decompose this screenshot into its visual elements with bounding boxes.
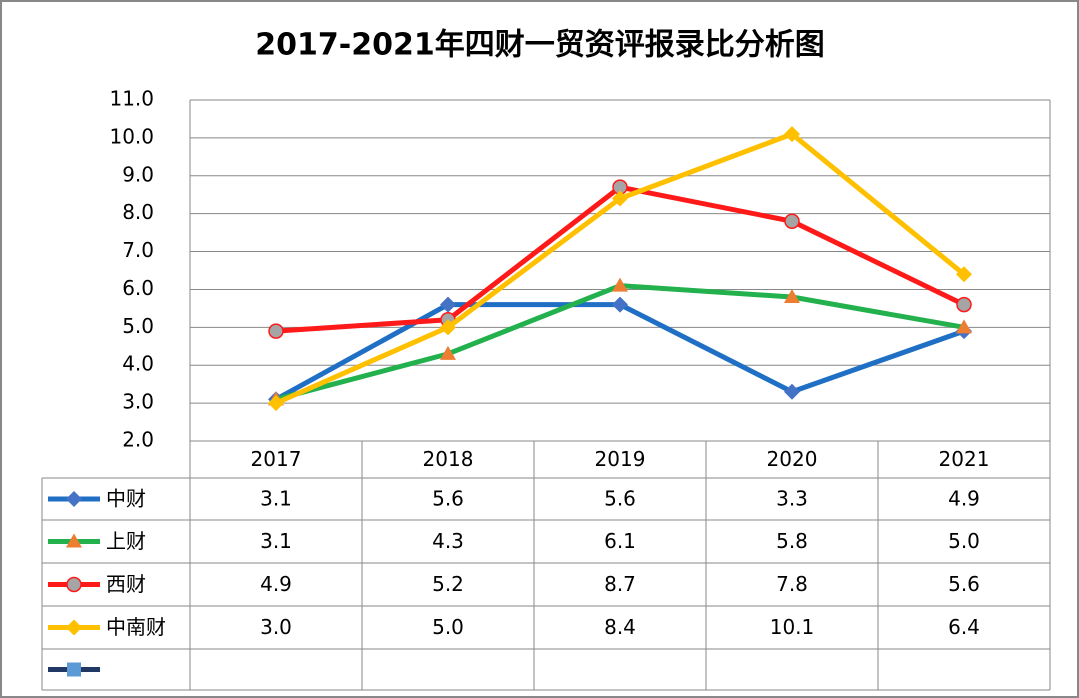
y-tick-label: 9.0 — [122, 162, 154, 186]
legend-label: 中财 — [106, 487, 146, 511]
table-value: 10.1 — [770, 615, 815, 639]
y-tick-label: 7.0 — [122, 238, 154, 262]
marker — [956, 266, 972, 283]
marker — [612, 296, 628, 313]
y-tick-label: 5.0 — [122, 314, 154, 338]
marker — [784, 289, 800, 304]
legend-marker — [66, 491, 82, 507]
marker — [440, 319, 456, 336]
marker — [956, 319, 972, 334]
y-tick-label: 6.0 — [122, 276, 154, 300]
table-value: 3.0 — [260, 615, 292, 639]
marker — [612, 277, 628, 292]
table-value: 8.4 — [604, 615, 636, 639]
table-value: 5.0 — [432, 615, 464, 639]
table-value: 3.1 — [260, 487, 292, 511]
table-value: 3.1 — [260, 529, 292, 553]
table-value: 4.9 — [260, 572, 292, 596]
x-tick-label: 2018 — [423, 447, 474, 471]
table-value: 5.8 — [776, 529, 808, 553]
table-value: 5.6 — [948, 572, 980, 596]
legend-marker — [67, 662, 81, 677]
marker — [268, 395, 284, 412]
x-tick-label: 2017 — [251, 447, 302, 471]
y-tick-label: 4.0 — [122, 352, 154, 376]
y-tick-label: 11.0 — [109, 87, 154, 111]
table-value: 3.3 — [776, 487, 808, 511]
marker — [268, 323, 284, 339]
y-tick-label: 3.0 — [122, 390, 154, 414]
legend-marker — [66, 619, 82, 636]
marker — [440, 296, 456, 313]
table-value: 6.4 — [948, 615, 980, 639]
table-value: 8.7 — [604, 572, 636, 596]
marker — [440, 345, 456, 360]
legend-marker — [66, 533, 82, 548]
y-tick-label: 2.0 — [122, 428, 154, 452]
legend-label: 上财 — [106, 529, 146, 553]
table-value: 5.2 — [432, 572, 464, 596]
x-tick-label: 2019 — [595, 447, 646, 471]
marker — [956, 296, 972, 313]
x-tick-label: 2020 — [767, 447, 818, 471]
legend-marker — [66, 576, 82, 593]
table-value: 7.8 — [776, 572, 808, 596]
table-value: 5.6 — [432, 487, 464, 511]
marker — [784, 383, 800, 400]
table-value: 5.6 — [604, 487, 636, 511]
marker — [784, 213, 800, 229]
chart-title: 2017-2021年四财一贸资评报录比分析图 — [255, 28, 824, 63]
marker — [784, 126, 800, 143]
table-value: 4.3 — [432, 529, 464, 553]
table-value: 4.9 — [948, 487, 980, 511]
x-tick-label: 2021 — [939, 447, 990, 471]
table-value: 6.1 — [604, 529, 636, 553]
marker — [612, 190, 628, 207]
y-tick-label: 8.0 — [122, 200, 154, 224]
y-tick-label: 10.0 — [109, 124, 154, 148]
table-value: 5.0 — [948, 529, 980, 553]
legend-label: 中南财 — [106, 615, 166, 639]
legend-label: 西财 — [106, 572, 146, 596]
